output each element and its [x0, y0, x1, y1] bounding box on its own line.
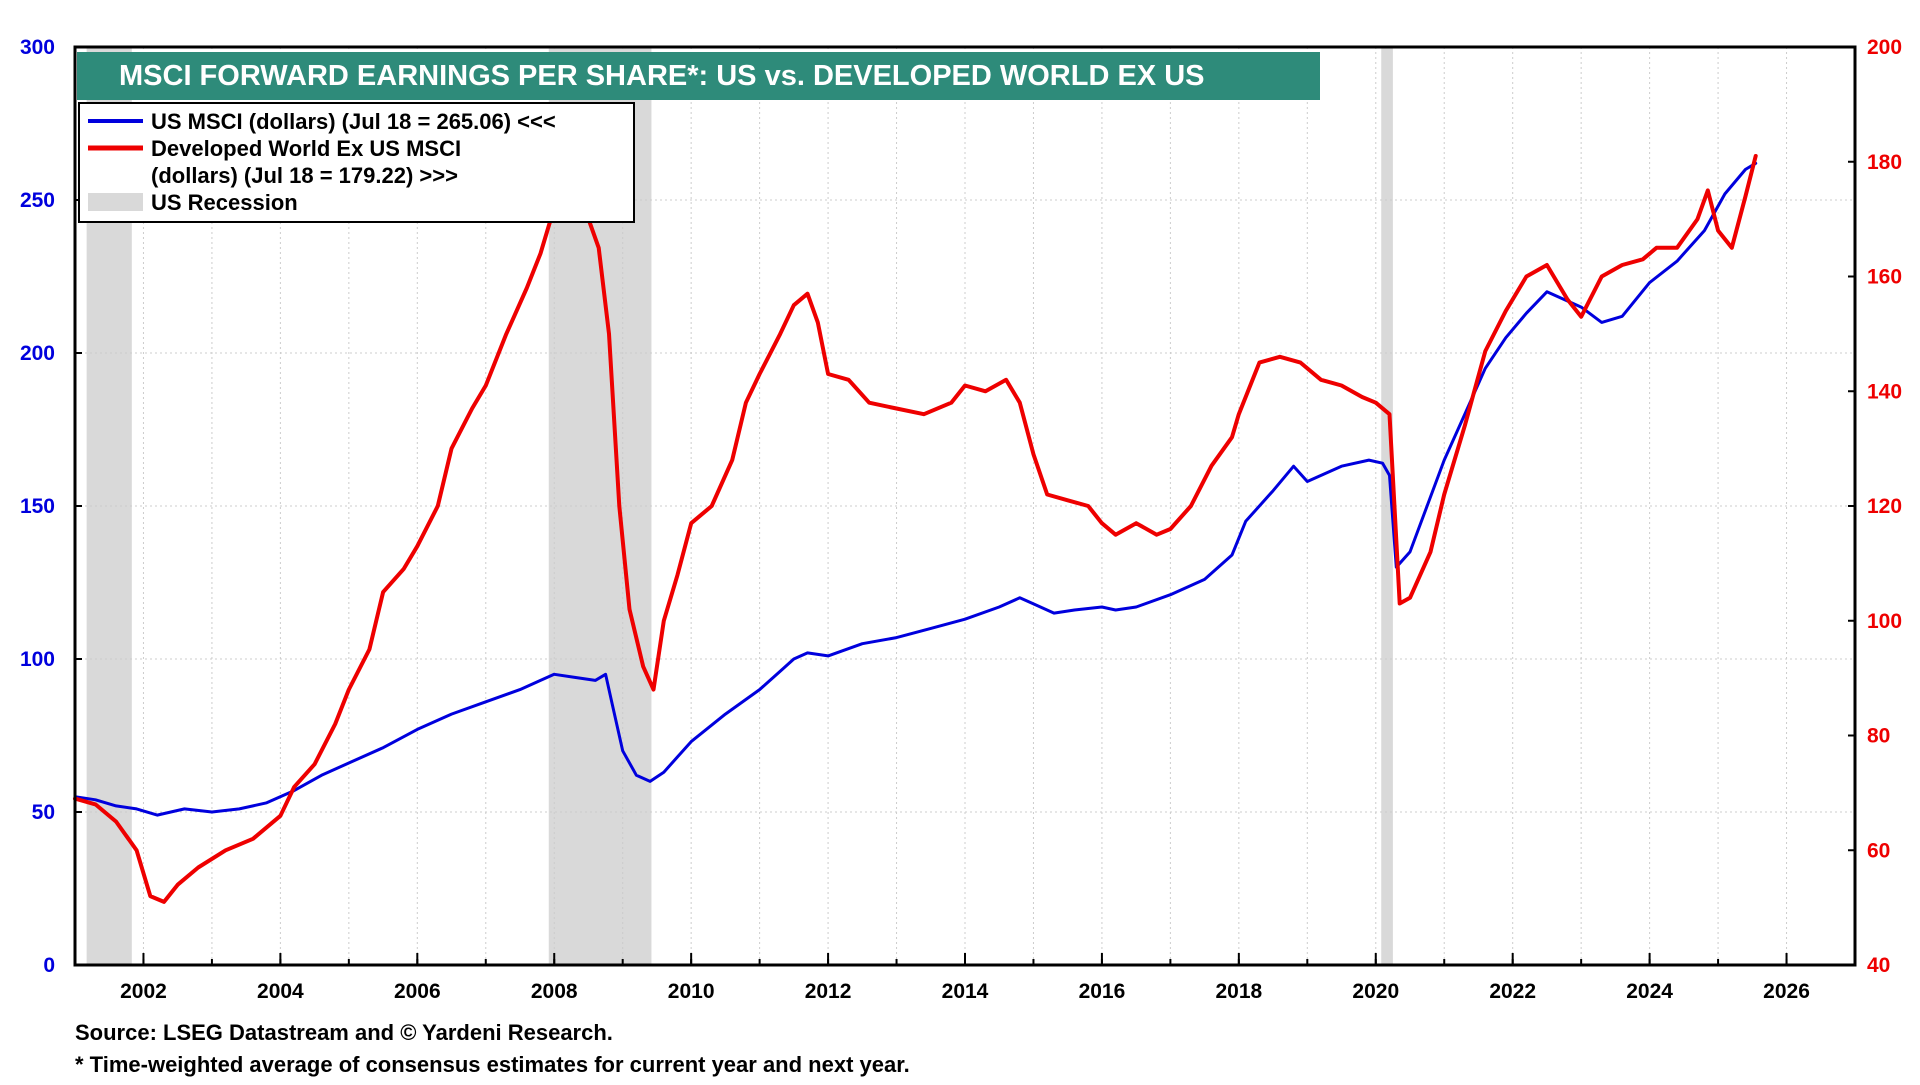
x-tick-label-3: 2008 — [531, 980, 578, 1003]
footnote-source: Source: LSEG Datastream and © Yardeni Re… — [75, 1020, 613, 1045]
y-left-tick-label-0: 0 — [43, 954, 55, 977]
legend: US MSCI (dollars) (Jul 18 = 265.06) <<< … — [78, 102, 635, 223]
y-right-tick-label-7: 180 — [1867, 151, 1902, 174]
y-right-tick-label-0: 40 — [1867, 954, 1890, 977]
x-tick-label-1: 2004 — [257, 980, 304, 1003]
series-group — [73, 154, 1758, 904]
y-left-tick-label-6: 300 — [20, 36, 55, 59]
y-right-tick-label-2: 80 — [1867, 725, 1890, 748]
legend-us-label: US MSCI (dollars) (Jul 18 = 265.06) <<< — [151, 109, 556, 134]
x-tick-label-4: 2010 — [668, 980, 715, 1003]
x-tick-label-9: 2020 — [1352, 980, 1399, 1003]
legend-recession-swatch — [88, 193, 143, 211]
dev-world-ex-us-series-line — [73, 154, 1758, 904]
y-right-tick-label-3: 100 — [1867, 610, 1902, 633]
y-left-tick-label-2: 100 — [20, 648, 55, 671]
recession-band-2 — [1381, 47, 1393, 965]
x-tick-label-5: 2012 — [805, 980, 852, 1003]
x-tick-label-0: 2002 — [120, 980, 167, 1003]
y-right-tick-label-5: 140 — [1867, 380, 1902, 403]
x-tick-label-10: 2022 — [1489, 980, 1536, 1003]
us-msci-series-line — [73, 161, 1758, 817]
y-left-tick-label-5: 250 — [20, 189, 55, 212]
y-left-tick-label-1: 50 — [32, 801, 55, 824]
y-left-tick-label-3: 150 — [20, 495, 55, 518]
x-tick-label-11: 2024 — [1626, 980, 1673, 1003]
x-tick-label-8: 2018 — [1215, 980, 1262, 1003]
legend-dev-label-line2: (dollars) (Jul 18 = 179.22) >>> — [151, 163, 458, 188]
y-right-tick-label-6: 160 — [1867, 266, 1902, 289]
footnote-asterisk: * Time-weighted average of consensus est… — [75, 1052, 910, 1077]
title-banner: MSCI FORWARD EARNINGS PER SHARE*: US vs.… — [77, 52, 1320, 100]
y-right-tick-label-8: 200 — [1867, 36, 1902, 59]
legend-dev-label: Developed World Ex US MSCI — [151, 136, 461, 161]
x-tick-label-6: 2014 — [942, 980, 989, 1003]
y-right-tick-label-1: 60 — [1867, 839, 1890, 862]
x-tick-label-2: 2006 — [394, 980, 441, 1003]
legend-recession-label: US Recession — [151, 190, 298, 215]
chart-title: MSCI FORWARD EARNINGS PER SHARE*: US vs.… — [119, 60, 1205, 92]
y-left-tick-label-4: 200 — [20, 342, 55, 365]
x-tick-label-7: 2016 — [1079, 980, 1126, 1003]
y-right-tick-label-4: 120 — [1867, 495, 1902, 518]
axes-group: 0 50 100 150 200 250 300 40 60 80 100 120 140 160 180 2… — [20, 36, 1902, 1003]
x-tick-label-12: 2026 — [1763, 980, 1810, 1003]
